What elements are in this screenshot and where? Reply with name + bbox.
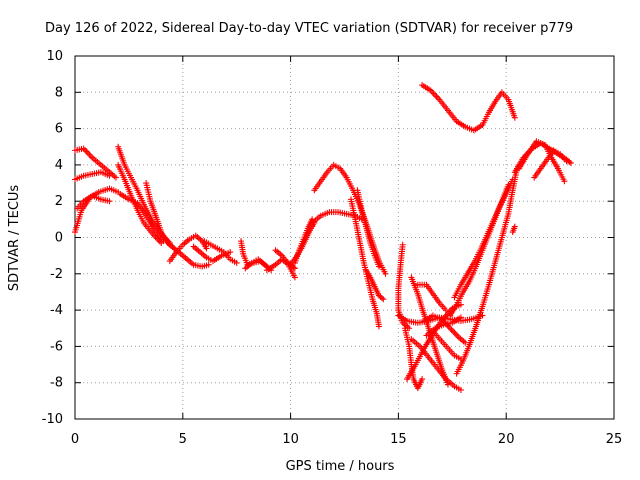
y-tick-label: 2 — [55, 194, 63, 209]
x-tick-label: 25 — [606, 432, 623, 447]
series-arc-03 — [72, 169, 113, 183]
y-tick-label: 4 — [55, 158, 63, 173]
y-tick-label: -8 — [50, 376, 63, 391]
axis-ticks: 0 5 10 15 20 25 -10 -8 -6 -4 -2 0 2 4 6 8 10 — [42, 49, 623, 447]
data-marks — [72, 82, 574, 393]
y-tick-label: -2 — [50, 267, 63, 282]
series-arc-16 — [272, 247, 298, 272]
data-point — [106, 198, 113, 205]
data-point — [444, 381, 451, 388]
series-arc-07 — [117, 190, 167, 245]
x-tick-label: 10 — [282, 432, 299, 447]
series-arc-23 — [363, 267, 387, 303]
series-arc-40 — [516, 138, 568, 185]
x-tick-label: 20 — [498, 432, 515, 447]
data-point — [291, 265, 298, 272]
grid-lines — [75, 56, 614, 419]
y-tick-label: 10 — [46, 49, 63, 64]
data-point — [84, 150, 91, 157]
data-point — [233, 259, 240, 266]
x-tick-label: 5 — [179, 432, 187, 447]
series-arc-11 — [190, 243, 234, 265]
data-point — [227, 249, 234, 256]
data-point — [566, 158, 573, 165]
y-tick-label: 8 — [55, 85, 63, 100]
data-point — [509, 176, 516, 183]
data-point — [451, 329, 458, 336]
series-arc-33 — [453, 165, 520, 377]
data-point — [448, 326, 455, 333]
data-point — [378, 295, 385, 301]
data-point — [87, 153, 94, 160]
series-arc-01 — [72, 185, 122, 236]
x-tick-label: 15 — [390, 432, 407, 447]
data-point — [433, 93, 440, 100]
data-point — [203, 245, 210, 252]
data-point — [291, 274, 298, 281]
data-point — [462, 339, 469, 346]
y-axis-title: SDTVAR / TECUs — [7, 185, 22, 292]
series-arc-29 — [414, 281, 449, 314]
data-point — [430, 90, 437, 97]
data-point — [434, 95, 441, 102]
y-tick-label: -10 — [42, 412, 63, 427]
data-point — [563, 158, 570, 165]
series-arc-38 — [509, 223, 518, 236]
data-point — [380, 296, 387, 303]
data-point — [561, 178, 568, 185]
series-arc-35 — [447, 181, 512, 319]
series-arc-32 — [432, 330, 464, 363]
x-tick-label: 0 — [71, 432, 79, 447]
data-point — [505, 181, 512, 188]
y-tick-label: 6 — [55, 122, 63, 137]
series-arc-10 — [166, 232, 210, 265]
data-point — [454, 332, 461, 339]
series-arc-04 — [74, 192, 113, 212]
series-arc-18 — [291, 216, 316, 266]
data-point — [82, 147, 89, 154]
data-point — [382, 270, 389, 277]
series-arc-12 — [201, 238, 240, 266]
series-arc-41 — [531, 147, 570, 181]
chart-title: Day 126 of 2022, Sidereal Day-to-day VTE… — [45, 21, 573, 36]
data-point — [419, 376, 426, 383]
data-point — [375, 323, 382, 330]
data-point — [511, 223, 518, 230]
y-tick-label: -6 — [50, 339, 63, 354]
data-point — [375, 263, 382, 270]
y-tick-label: -4 — [50, 303, 63, 318]
data-point — [112, 174, 119, 181]
data-point — [567, 160, 574, 167]
y-tick-label: 0 — [55, 231, 63, 246]
data-point — [457, 386, 464, 393]
data-point — [511, 114, 518, 121]
data-point — [450, 328, 457, 335]
series-arc-19 — [309, 209, 365, 226]
x-axis-title: GPS time / hours — [286, 459, 395, 474]
data-point — [457, 314, 464, 321]
data-point — [106, 172, 113, 179]
series-arc-36 — [423, 314, 464, 339]
data-point — [205, 261, 212, 268]
data-point — [86, 151, 93, 158]
series-arc-22 — [354, 187, 382, 270]
series-arc-37 — [419, 82, 518, 134]
data-point — [432, 92, 439, 99]
data-point — [452, 331, 459, 338]
data-point — [479, 312, 486, 319]
